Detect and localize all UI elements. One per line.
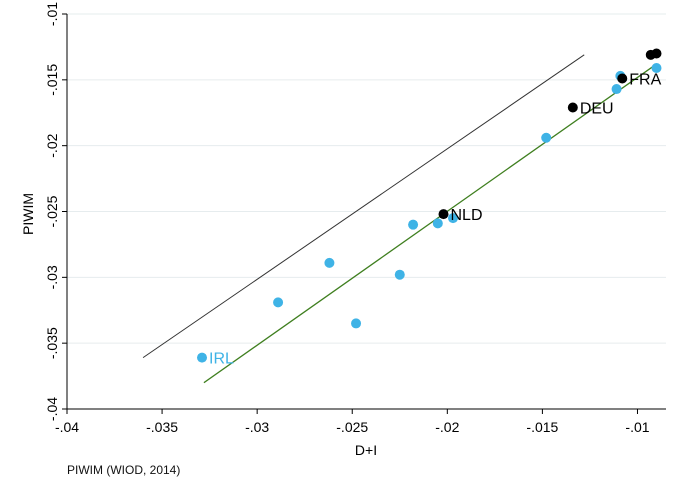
data-point [273,297,284,308]
fit-line [203,63,657,384]
data-point [541,132,552,143]
reference-line [142,54,585,359]
axes: -.01 -.015 -.02 -.025 -.03 -.035 -.04-.04 -.035… [44,2,666,435]
point-label: FRA [629,72,661,89]
point-label: IRL [209,351,234,368]
y-tick-label: -.04 [44,397,60,421]
scatter-plot: -.01 -.015 -.02 -.025 -.03 -.035 -.04-.04 -.035… [20,2,666,458]
data-point [651,48,662,59]
x-axis-title: D+I [355,442,377,458]
x-tick-label: -.02 [435,419,459,435]
data-point [351,318,362,329]
trend-lines [142,54,657,384]
data-point [408,219,419,230]
data-point [651,62,662,73]
data-point [617,73,628,84]
x-tick-label: -.015 [526,419,558,435]
y-tick-label: -.035 [44,327,60,359]
data-point [611,84,622,95]
data-point [394,269,405,280]
x-tick-label: -.04 [55,419,79,435]
x-tick-label: -.03 [245,419,269,435]
data-point [448,213,459,224]
data-point [324,257,335,268]
data-point [197,352,208,363]
y-tick-label: -.015 [44,64,60,96]
data-point [567,102,578,113]
y-tick-label: -.02 [44,133,60,157]
x-tick-label: -.035 [146,419,178,435]
y-tick-label: -.01 [44,2,60,26]
y-axis-title: PIWIM [20,193,36,235]
x-tick-label: -.025 [336,419,368,435]
point-label: DEU [580,100,614,117]
data-point [438,209,449,220]
data-points [197,48,662,363]
source-note: PIWIM (WIOD, 2014) [67,463,181,477]
y-tick-label: -.025 [44,195,60,227]
x-tick-label: -.01 [625,419,649,435]
y-tick-label: -.03 [44,265,60,289]
data-point [432,218,443,229]
point-labels: IRL NLD DEU FRA [209,72,662,368]
point-label: NLD [451,207,483,224]
